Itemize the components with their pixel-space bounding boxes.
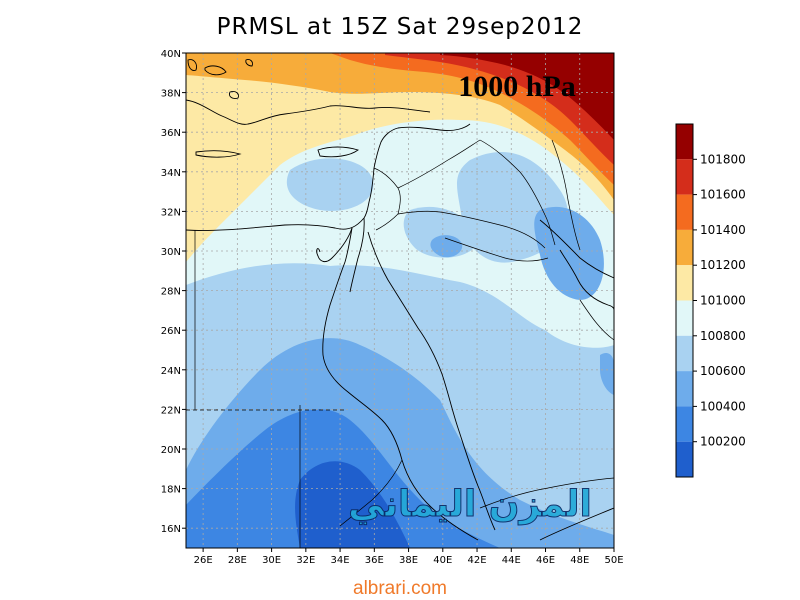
colorbar-swatch bbox=[676, 229, 693, 266]
lat-tick-label: 20N bbox=[161, 445, 181, 456]
colorbar-label: 101800 bbox=[700, 152, 746, 166]
pressure-field bbox=[186, 53, 614, 548]
lon-tick-label: 50E bbox=[604, 555, 623, 566]
lat-tick-label: 24N bbox=[161, 366, 181, 377]
axis-ticks: 40N 38N 36N 34N 32N 30N 28N 26N 24N 22N 20N 18N 16N 2… bbox=[161, 49, 624, 566]
lon-tick-label: 34E bbox=[331, 555, 350, 566]
lat-tick-label: 26N bbox=[161, 326, 181, 337]
lon-tick-label: 30E bbox=[262, 555, 281, 566]
colorbar-swatch bbox=[676, 371, 693, 407]
colorbar-swatch bbox=[676, 300, 693, 336]
lat-tick-label: 18N bbox=[161, 485, 181, 496]
lat-tick-label: 36N bbox=[161, 128, 181, 139]
coastlines bbox=[186, 59, 614, 541]
colorbar-swatch bbox=[676, 406, 693, 442]
lon-tick-label: 32E bbox=[296, 555, 315, 566]
colorbar-label: 100600 bbox=[700, 364, 746, 378]
lon-tick-label: 40E bbox=[433, 555, 452, 566]
colorbar-label: 101400 bbox=[700, 223, 746, 237]
colorbar-swatch bbox=[676, 124, 693, 160]
lon-tick-label: 28E bbox=[228, 555, 247, 566]
map-title: PRMSL at 15Z Sat 29sep2012 bbox=[216, 14, 584, 40]
level-label: 1000 hPa bbox=[458, 70, 576, 103]
watermark-logo: المزن اليماني bbox=[348, 484, 592, 525]
lat-tick-label: 16N bbox=[161, 524, 181, 535]
country-borders bbox=[186, 139, 614, 548]
colorbar-label: 101000 bbox=[700, 294, 746, 308]
lon-tick-label: 48E bbox=[570, 555, 589, 566]
footer-site[interactable]: albrari.com bbox=[353, 578, 447, 599]
lat-tick-label: 32N bbox=[161, 207, 181, 218]
colorbar-label: 100200 bbox=[700, 435, 746, 449]
lon-tick-label: 26E bbox=[194, 555, 213, 566]
lat-tick-label: 22N bbox=[161, 405, 181, 416]
colorbar-label: 100400 bbox=[700, 399, 746, 413]
lon-tick-label: 46E bbox=[536, 555, 555, 566]
field-100000 bbox=[295, 461, 410, 548]
colorbar: 101800 101600 101400 101200 101000 100800 1006… bbox=[675, 123, 746, 478]
graticule bbox=[186, 53, 614, 548]
colorbar-swatch bbox=[676, 265, 693, 301]
lon-tick-label: 38E bbox=[399, 555, 418, 566]
colorbar-swatch bbox=[676, 335, 693, 372]
lon-tick-label: 36E bbox=[365, 555, 384, 566]
colorbar-swatch bbox=[676, 441, 693, 477]
colorbar-swatch bbox=[676, 159, 693, 195]
lat-tick-label: 40N bbox=[161, 49, 181, 60]
field-101800 bbox=[440, 53, 614, 140]
colorbar-swatch bbox=[676, 194, 693, 230]
colorbar-label: 101200 bbox=[700, 258, 746, 272]
lat-tick-label: 28N bbox=[161, 287, 181, 298]
lat-tick-label: 34N bbox=[161, 168, 181, 179]
lon-tick-label: 42E bbox=[468, 555, 487, 566]
colorbar-label: 100800 bbox=[700, 329, 746, 343]
lat-tick-label: 30N bbox=[161, 247, 181, 258]
lon-tick-label: 44E bbox=[502, 555, 521, 566]
map-frame bbox=[185, 52, 615, 549]
lat-tick-label: 38N bbox=[161, 89, 181, 100]
colorbar-label: 101600 bbox=[700, 188, 746, 202]
